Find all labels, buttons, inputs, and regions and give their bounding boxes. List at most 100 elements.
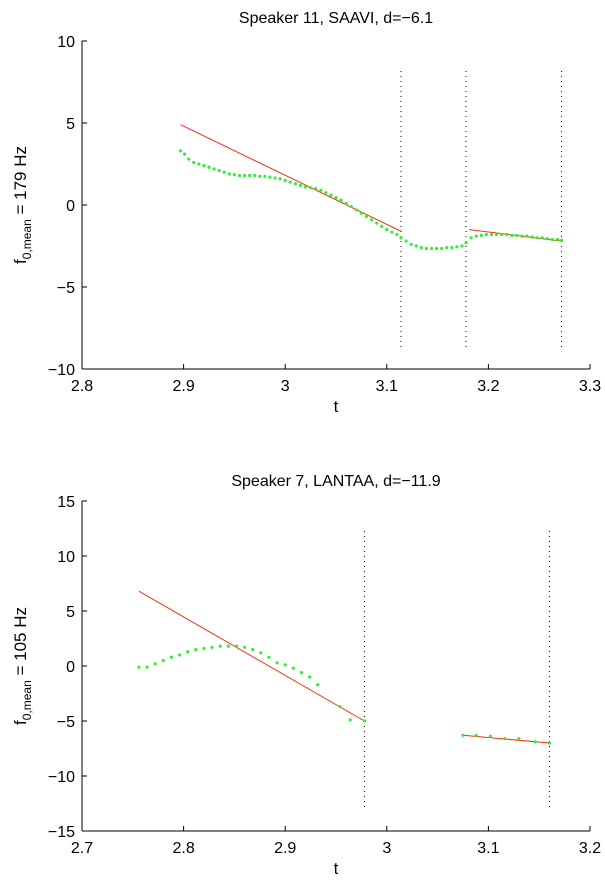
data-point [242,173,247,178]
x-tick-label: 2.9 [172,378,194,395]
x-ticks: 2.8 2.9 3 3.1 3.2 3.3 [71,364,601,395]
data-point [380,224,384,228]
data-point [314,187,318,191]
data-point [242,645,247,649]
data-point [375,221,379,225]
data-point [469,236,473,240]
x-ticks: 2.7 2.8 2.9 3 3.1 3.2 [71,826,601,857]
data-point [273,176,277,180]
data-point [545,237,549,241]
fit-lines [180,124,562,242]
data-point [253,173,257,178]
data-point [500,232,504,237]
data-point [210,645,214,649]
data-point [369,218,374,222]
data-point [226,644,230,648]
data-point [177,653,182,657]
y-tick-label: 0 [66,659,75,676]
x-tick-label: 3.2 [579,840,601,857]
boundary-lines [400,71,563,349]
x-tick-label: 2.8 [71,378,93,395]
data-point [222,170,226,174]
data-point [479,233,483,237]
data-point [278,177,282,181]
fit-line [180,124,402,232]
data-points [137,644,551,745]
x-axis-label: t [334,397,339,416]
data-point [460,244,464,248]
boundary-lines [363,531,550,811]
data-point [202,646,206,651]
data-point [186,650,190,654]
data-point [530,235,534,239]
data-point [178,149,183,153]
data-point [390,230,394,234]
y-label-tail: = 179 Hz [11,146,30,219]
y-tick-label: 5 [66,604,75,621]
data-point [535,236,539,240]
data-point [324,191,328,195]
data-point [419,246,423,250]
data-point [349,205,353,209]
x-tick-label: 2.9 [274,840,296,857]
y-tick-label: −10 [48,769,75,786]
data-point [232,173,236,177]
data-point [153,662,157,666]
data-point [455,245,459,249]
data-point [533,740,537,744]
data-point [334,196,338,200]
data-point [202,164,206,168]
data-point [505,232,509,237]
data-point [414,244,418,248]
data-point [429,246,434,251]
data-point [484,232,488,237]
x-tick-label: 2.8 [172,840,194,857]
y-label-subscript: 0,mean [20,219,34,259]
data-point [450,246,454,250]
data-point [424,246,429,251]
data-point [550,237,555,242]
data-point [525,234,529,238]
y-axis-label: f0,mean = 179 Hz [11,146,34,264]
chart-title: Speaker 11, SAAVI, d=−6.1 [239,10,433,27]
y-ticks: −15 −10 −5 0 5 10 15 [48,494,87,841]
data-point [145,665,149,669]
y-tick-label: 5 [66,116,75,133]
y-label-main: f [11,259,30,264]
data-point [385,228,389,232]
data-points [178,149,564,251]
data-point [559,238,564,242]
data-point [192,160,196,164]
data-point [212,167,216,171]
data-point [354,208,358,212]
data-point [259,651,263,655]
data-point [293,182,297,186]
y-axis-label: f0,mean = 105 Hz [11,607,34,725]
data-point [540,236,544,240]
data-point [517,737,521,741]
fit-line [138,590,365,722]
data-point [494,232,499,237]
data-point [520,234,524,238]
data-point [309,186,313,190]
data-point [434,246,439,251]
data-point [319,188,323,192]
data-point [510,233,514,237]
y-tick-label: 10 [57,549,75,566]
data-point [338,705,342,709]
data-point [234,644,239,648]
data-point [169,655,174,659]
data-point [183,152,187,156]
chart-panel-1: Speaker 11, SAAVI, d=−6.1 2.8 2.9 3 3.1 3.2 3… [11,10,601,416]
y-tick-label: −10 [48,362,75,379]
y-tick-label: −5 [57,714,75,731]
data-point [409,242,413,246]
data-point [316,683,320,687]
data-point [161,658,165,663]
data-point [194,647,198,652]
data-point [474,234,478,238]
data-point [299,671,304,675]
data-point [515,233,519,237]
y-tick-label: 0 [66,198,75,215]
